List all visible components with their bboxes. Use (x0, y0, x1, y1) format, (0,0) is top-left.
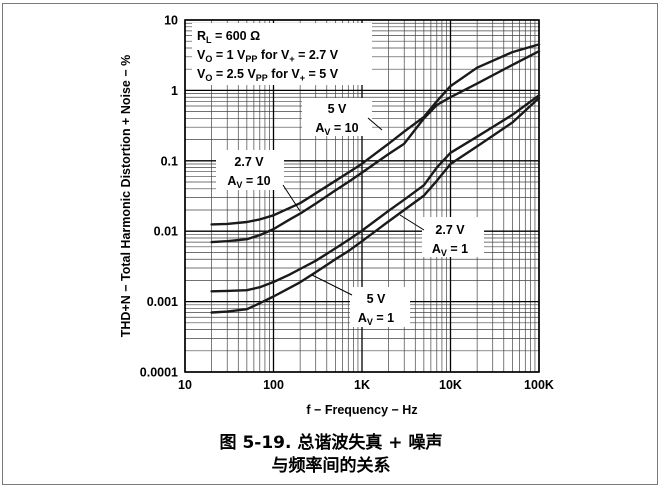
label-2p7v-gain1-leader (399, 214, 425, 231)
label-2p7v-gain10-leader (282, 184, 301, 212)
label-5v-gain10: 5 V AV = 10 (302, 98, 383, 137)
label-5v-gain10-bg (302, 98, 372, 136)
label-5v-gain1-gain: AV = 1 (358, 311, 394, 327)
label-5v-gain1-voltage: 5 V (367, 292, 386, 306)
series-5v-gain1 (210, 96, 541, 314)
label-2p7v-gain10-bg (216, 150, 284, 190)
x-tick-label: 100 (263, 378, 284, 392)
label-5v-gain1-bg (350, 287, 410, 327)
label-2p7v-gain1: 2.7 V AV = 1 (399, 214, 484, 258)
conditions-box: RL = 600 Ω VO = 1 VPP for V+ = 2.7 V VO … (192, 23, 372, 85)
y-tick-label: 10 (164, 14, 178, 28)
figure-frame (2, 3, 658, 485)
label-2p7v-gain1-bg (422, 217, 484, 257)
x-tick-label: 100K (524, 378, 554, 392)
y-axis-label: THD+N − Total Harmonic Distortion + Nois… (119, 55, 133, 337)
label-5v-gain1: 5 V AV = 1 (311, 274, 410, 327)
label-5v-gain10-voltage: 5 V (328, 102, 347, 116)
label-5v-gain1-leader (311, 274, 353, 296)
label-5v-gain10-gain: AV = 10 (315, 121, 358, 137)
condition-vout-2p7: VO = 1 VPP for V+ = 2.7 V (197, 48, 339, 64)
label-2p7v-gain10-voltage: 2.7 V (234, 155, 264, 169)
x-tick-label: 1K (354, 378, 370, 392)
series-2p7v-gain10 (210, 43, 541, 226)
thd-vs-frequency-chart: 10 100 1K 10K 100K 0.0001 0.001 0.01 0.1 1 10 RL =… (119, 14, 554, 418)
x-tick-label: 10K (439, 378, 462, 392)
label-2p7v-gain10-gain: AV = 10 (227, 174, 270, 190)
label-2p7v-gain10: 2.7 V AV = 10 (216, 150, 301, 212)
x-axis-label: f − Frequency − Hz (306, 403, 417, 417)
label-5v-gain10-leader (367, 117, 383, 131)
figure-caption-title: 图 5-19. 总谐波失真 + 噪声 (219, 433, 443, 453)
y-tick-label: 0.0001 (140, 366, 178, 380)
series-2p7v-gain1 (210, 94, 541, 293)
plot-border (184, 19, 540, 373)
y-tick-label: 1 (171, 84, 178, 98)
y-tick-label: 0.001 (147, 295, 178, 309)
y-tick-label: 0.01 (154, 225, 178, 239)
conditions-box-bg (192, 23, 372, 85)
condition-vout-5: VO = 2.5 VPP for V+ = 5 V (197, 67, 339, 83)
label-2p7v-gain1-gain: AV = 1 (432, 242, 468, 258)
condition-load: RL = 600 Ω (197, 29, 260, 45)
label-2p7v-gain1-voltage: 2.7 V (435, 223, 465, 237)
tick-labels: 10 100 1K 10K 100K 0.0001 0.001 0.01 0.1 1 10 (140, 14, 554, 393)
x-tick-label: 10 (178, 378, 192, 392)
series-layer (210, 43, 541, 314)
series-5v-gain10 (210, 50, 541, 244)
figure-caption-subtitle: 与频率间的关系 (271, 456, 391, 476)
y-tick-label: 0.1 (161, 154, 178, 168)
